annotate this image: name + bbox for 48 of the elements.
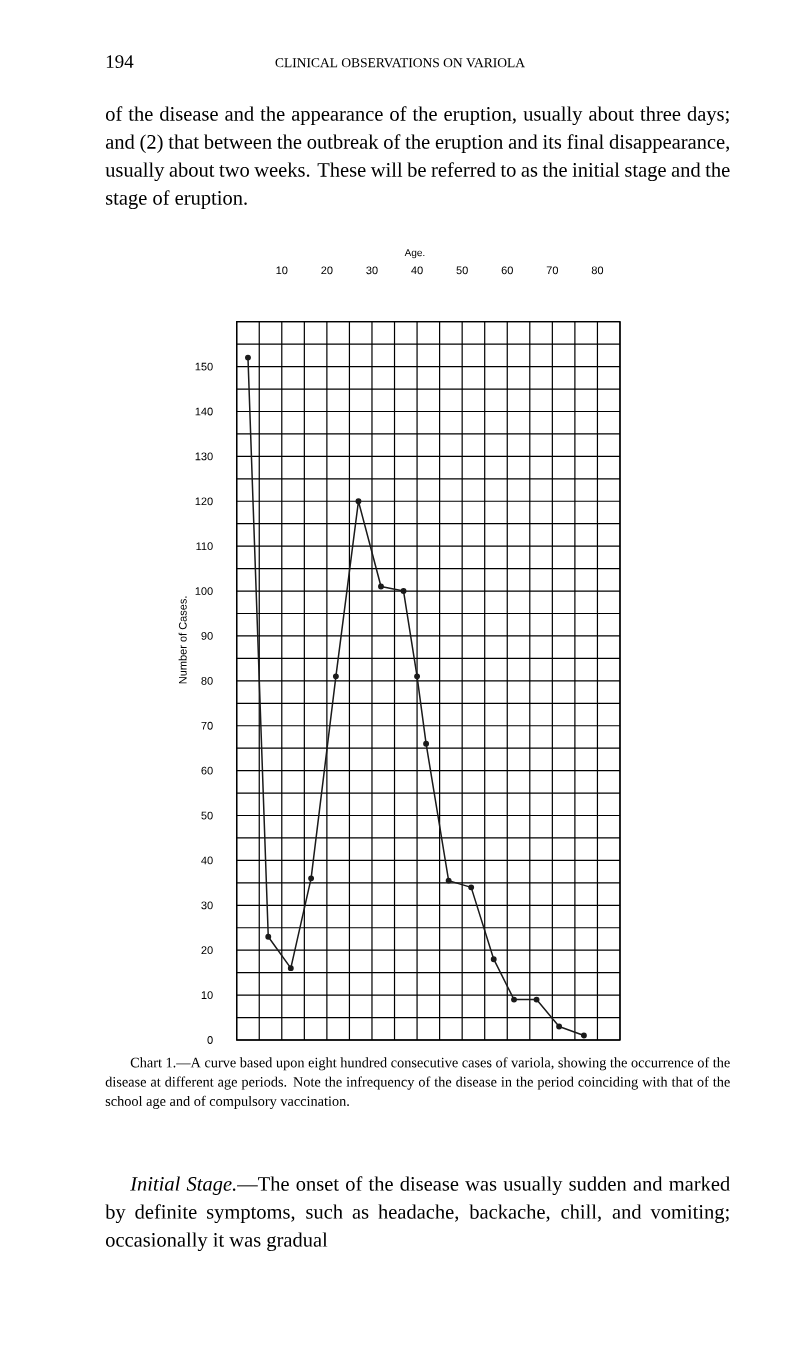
point [423, 740, 430, 747]
x-tick-label: 30 [366, 266, 378, 275]
y-tick-label: 80 [201, 676, 213, 685]
text: CLINICAL OBSERVATIONS ON VARIOLA [275, 58, 525, 68]
point [245, 354, 251, 361]
point [287, 965, 294, 972]
y-tick-label: 100 [195, 587, 213, 595]
point [355, 498, 362, 505]
point [468, 884, 475, 891]
point [378, 583, 384, 590]
point [490, 956, 497, 963]
y-tick-label: 30 [201, 901, 213, 910]
point [332, 673, 339, 680]
point [556, 1023, 563, 1030]
x-tick-label: 70 [546, 266, 559, 275]
point [414, 673, 421, 680]
point [445, 877, 452, 884]
y-tick-label: 90 [201, 632, 213, 640]
y-tick-label: 110 [196, 542, 213, 551]
caption: Chart 1.—A curve based upon eight hundred consecutive cases of variola, showing the occurrence of the disease at different age periods. Note the infrequency of the disease in the period coinciding with that of the school age and of compulsory vaccination. [105, 1057, 730, 1109]
point [265, 933, 272, 940]
x-axis-title: Age. [404, 249, 425, 259]
y-tick-label: 50 [201, 811, 213, 820]
y-tick-label: 60 [201, 766, 213, 775]
text: 194 [106, 55, 134, 68]
x-tick-label: 80 [591, 266, 604, 275]
point [511, 996, 517, 1003]
x-tick-label: 40 [411, 266, 423, 275]
point [400, 588, 407, 594]
y-tick-label: 130 [195, 452, 213, 461]
point [580, 1032, 587, 1039]
x-tick-label: 10 [276, 266, 288, 275]
y-tick-label: 10 [201, 991, 213, 999]
x-tick-label: 60 [501, 266, 513, 275]
text: Initial Stage.—The onset of the disease was usually sudden and marked by definite symptoms, such as headache, backache, chill, and vomiting; occasionally it was gradual [105, 1176, 730, 1252]
y-tick-label: 40 [201, 856, 213, 865]
text: of the disease and the appearance of the eruption, usually about three days; and (2) that between the outbreak of the eruption and its final disappearance, usually about two weeks. These will be referred to as the initial stage and the stage of eruption. [105, 106, 730, 210]
point [533, 996, 540, 1003]
y-tick-label: 140 [195, 407, 213, 416]
y-tick-label: 0 [207, 1036, 213, 1044]
y-tick-label: 20 [201, 946, 213, 955]
y-tick-label: 70 [201, 721, 213, 730]
y-axis-title: Number of Cases. [178, 596, 187, 684]
point [308, 875, 315, 882]
y-tick-label: 150 [195, 362, 213, 371]
y-tick-label: 120 [195, 497, 213, 506]
x-tick-label: 50 [456, 266, 468, 275]
x-tick-label: 20 [321, 266, 333, 275]
